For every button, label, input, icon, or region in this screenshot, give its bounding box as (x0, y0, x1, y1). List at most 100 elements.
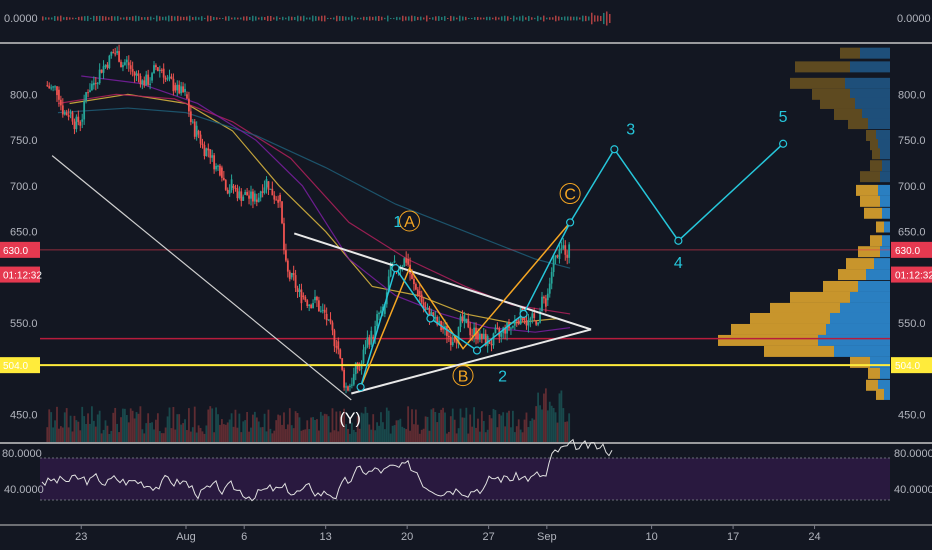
macd-histogram-bar (537, 15, 539, 22)
volume-bar (358, 428, 361, 442)
volume-bar (548, 401, 551, 442)
candle-body (176, 84, 179, 91)
volume-profile-bar-up (850, 88, 890, 100)
volume-bar (288, 408, 291, 442)
volume-bar (517, 419, 520, 442)
macd-histogram-bar (42, 16, 44, 21)
candle-body (550, 272, 553, 284)
volume-profile-bar-down (790, 291, 850, 303)
volume-bar (531, 418, 534, 442)
volume-bar (391, 425, 394, 442)
candle-body (118, 51, 120, 62)
volume-bar (368, 424, 371, 442)
macd-histogram-bar (174, 16, 176, 21)
macd-histogram-bar (417, 16, 419, 21)
candle-body (211, 155, 214, 158)
wave-label: B (458, 369, 469, 386)
price-pane[interactable]: 1 A B 2 C 3 4 5 (Y) (40, 44, 890, 442)
volume-bar (442, 407, 444, 442)
wave-label: A (404, 214, 415, 231)
support-badge-right-text: 504.0 (895, 361, 920, 372)
wave-node (674, 236, 683, 245)
volume-bar (52, 427, 55, 442)
volume-profile-bar-down (876, 388, 884, 400)
volume-bar (118, 432, 120, 442)
candle-body (63, 112, 66, 115)
volume-bar (116, 423, 119, 442)
macd-histogram-bar (387, 15, 389, 22)
macd-histogram-bar (276, 16, 278, 21)
volume-bar (182, 423, 184, 442)
candle-body (242, 196, 245, 201)
price-tick-left: 800.0 (10, 89, 38, 101)
macd-histogram-bar (390, 17, 392, 20)
macd-histogram-bar (579, 17, 581, 20)
volume-bar (156, 413, 159, 442)
price-tick-right: 800.0 (898, 89, 926, 101)
candle-body (104, 64, 107, 67)
candle-body (203, 145, 206, 157)
candle-body (188, 98, 190, 112)
macd-histogram-bar (420, 16, 422, 21)
volume-profile-bar-down (840, 47, 860, 59)
candle-body (515, 320, 518, 322)
volume-profile-bar-up (882, 207, 890, 219)
volume-bar (75, 420, 78, 442)
time-tick-label: 24 (808, 531, 820, 543)
macd-histogram-bar (237, 17, 239, 20)
candle-body (61, 105, 64, 115)
price-tick-right: 650.0 (898, 227, 926, 239)
macd-histogram-bar (339, 16, 341, 21)
volume-profile-bar-up (826, 323, 890, 335)
price-tick-left: 450.0 (10, 410, 38, 422)
time-tick-label: 27 (483, 531, 495, 543)
candle-body (420, 294, 423, 303)
volume-bar (335, 411, 338, 442)
volume-profile-bar-up (850, 291, 890, 303)
candle-body (209, 149, 212, 158)
macd-histogram-bar (366, 16, 368, 21)
candle-body (170, 76, 173, 79)
volume-profile-bar-up (882, 160, 890, 172)
macd-histogram-bar (453, 16, 455, 21)
macd-histogram-bar (303, 15, 305, 22)
volume-bar (46, 427, 49, 442)
macd-histogram-bar (459, 15, 461, 22)
price-tick-right: 550.0 (898, 318, 926, 330)
candle-body (325, 313, 328, 321)
volume-bar (226, 422, 229, 442)
volume-bar (521, 432, 524, 442)
volume-bar (502, 412, 505, 442)
candle-body (56, 86, 58, 96)
volume-profile-bar-down (838, 269, 866, 281)
volume-bar (67, 427, 70, 442)
macd-histogram-bar (291, 16, 293, 21)
volume-profile-bar-up (870, 356, 890, 368)
volume-bar (141, 429, 144, 442)
macd-histogram-bar (465, 16, 467, 21)
candle-body (455, 341, 458, 344)
candle-body (186, 94, 188, 99)
macd-histogram-bar (147, 16, 149, 21)
volume-bar (515, 426, 518, 442)
candle-body (226, 189, 229, 194)
candle-body (539, 311, 541, 323)
volume-bar (480, 411, 483, 442)
rsi-line (41, 438, 613, 502)
macd-histogram-bar (207, 15, 209, 22)
volume-bar (205, 425, 208, 442)
volume-bar (527, 427, 530, 442)
macd-histogram-bar (48, 17, 50, 20)
candle-body (352, 374, 355, 385)
candle-body (143, 80, 146, 86)
volume-bar (387, 410, 390, 442)
candle-body (416, 289, 419, 296)
candle-body (449, 337, 452, 345)
macd-histogram-bar (198, 17, 200, 20)
candle-body (238, 191, 241, 199)
volume-bar (147, 413, 150, 442)
macd-histogram-bar (360, 17, 362, 20)
volume-bar (356, 416, 359, 442)
volume-bar (523, 419, 526, 442)
